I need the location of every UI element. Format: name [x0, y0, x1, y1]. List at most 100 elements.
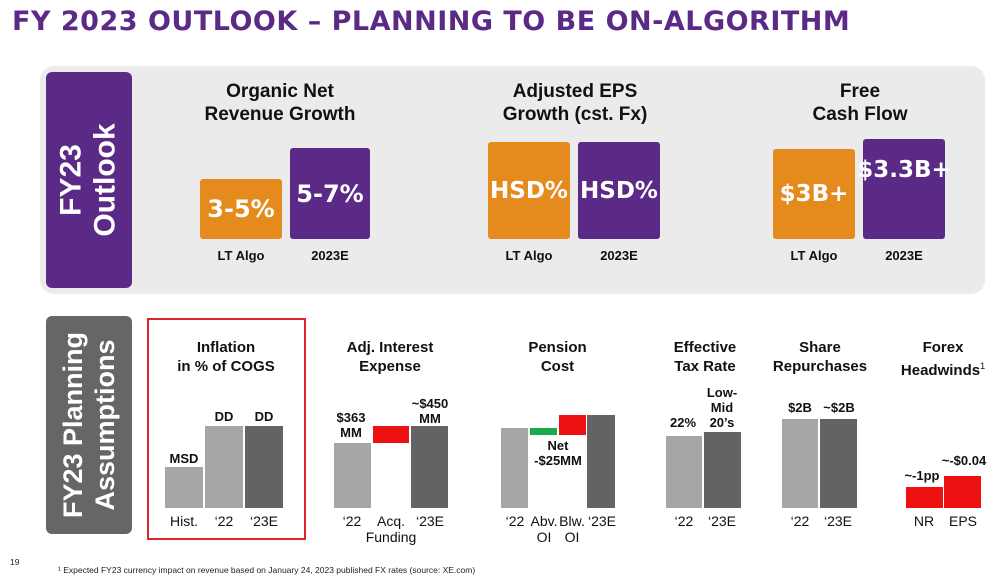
organic-revenue-lt-label: LT Algo — [217, 248, 265, 263]
metric-organic-revenue-header: Organic Net Revenue Growth — [180, 80, 380, 126]
tax-rate-x-23e: ‘23E — [707, 513, 737, 529]
pension-net-line1: Net — [547, 438, 569, 453]
forex-nr-bar — [906, 487, 943, 508]
interest-x-acq-line1: Acq. — [376, 513, 405, 529]
pension-x-abv-line2: OI — [536, 529, 552, 545]
tax-rate-header-line2: Tax Rate — [674, 358, 736, 375]
interest-header: Adj. Interest Expense — [325, 338, 455, 376]
interest-acq-funding-bar — [373, 426, 409, 443]
interest-23e-bar — [411, 426, 448, 508]
planning-side-label-line1: FY23 Planning — [58, 331, 89, 519]
tax-rate-23e-line3: 20’s — [709, 415, 735, 430]
metric-header-line1: Adjusted EPS — [512, 81, 638, 102]
interest-22-value-line1: $363 — [336, 410, 366, 425]
pension-22-bar — [501, 428, 528, 508]
inflation-header-line2: in % of COGS — [177, 358, 275, 375]
inflation-header-line1: Inflation — [196, 339, 256, 356]
pension-x-blw-oi: Blw. OI — [556, 513, 588, 545]
tax-rate-23e-value: Low- Mid 20’s — [701, 385, 743, 430]
inflation-x-23e: ‘23E — [249, 513, 279, 529]
tax-rate-header-line1: Effective — [673, 339, 737, 356]
inflation-22-bar — [205, 426, 243, 508]
pension-x-blw-line1: Blw. — [559, 513, 585, 529]
share-repurchases-23e-bar — [820, 419, 857, 508]
metric-header-line2: Cash Flow — [812, 104, 908, 125]
metric-header-line1: Organic Net — [226, 81, 334, 102]
adjusted-eps-lt-label: LT Algo — [505, 248, 553, 263]
forex-nr-value: ~-1pp — [904, 468, 940, 483]
inflation-23e-bar — [245, 426, 283, 508]
forex-header-line1: Forex — [922, 339, 964, 356]
forex-header: Forex Headwinds1 — [893, 338, 993, 380]
planning-side-label-line2: Assumptions — [90, 339, 121, 511]
pension-x-22: ‘22 — [505, 513, 525, 529]
outlook-side-label-line2: Outlook — [89, 123, 123, 237]
free-cash-flow-2023e-label: 2023E — [885, 248, 923, 263]
free-cash-flow-lt-label: LT Algo — [790, 248, 838, 263]
share-repurchases-header-line2: Repurchases — [772, 358, 868, 375]
inflation-hist-value: MSD — [169, 451, 199, 466]
inflation-x-22: ‘22 — [214, 513, 234, 529]
metric-header-line2: Revenue Growth — [204, 104, 356, 125]
pension-net-value: Net -$25MM — [526, 438, 590, 468]
footnote: ¹ Expected FY23 currency impact on reven… — [58, 565, 476, 575]
interest-23e-value-line2: MM — [419, 411, 441, 426]
interest-23e-value-line1: ~$450 — [411, 396, 449, 411]
outlook-side-tab: FY23 Outlook — [46, 72, 132, 288]
share-repurchases-x-22: ‘22 — [790, 513, 810, 529]
interest-23e-value: ~$450 MM — [405, 396, 455, 426]
share-repurchases-x-23e: ‘23E — [823, 513, 853, 529]
inflation-header: Inflation in % of COGS — [150, 338, 302, 376]
pension-x-abv-line1: Abv. — [530, 513, 558, 529]
adjusted-eps-2023e-box: HSD% — [578, 142, 660, 239]
tax-rate-23e-line1: Low- — [706, 385, 738, 400]
inflation-x-hist: Hist. — [170, 513, 198, 529]
forex-eps-bar — [944, 476, 981, 508]
interest-22-bar — [334, 443, 371, 508]
inflation-23e-value: DD — [254, 409, 274, 424]
pension-below-oi-bar — [559, 415, 586, 435]
inflation-highlight-box — [147, 318, 306, 540]
organic-revenue-2023e-box: 5-7% — [290, 148, 370, 239]
share-repurchases-22-value: $2B — [788, 400, 812, 415]
tax-rate-23e-line2: Mid — [710, 400, 734, 415]
free-cash-flow-2023e-box: $3.3B+ — [857, 139, 951, 239]
forex-footnote-marker: 1 — [980, 361, 986, 371]
share-repurchases-header: Share Repurchases — [768, 338, 872, 376]
planning-side-label: FY23 Planning Assumptions — [57, 332, 121, 518]
page-number: 19 — [10, 557, 20, 567]
forex-header-line2: Headwinds — [900, 362, 981, 379]
share-repurchases-22-bar — [782, 419, 818, 508]
organic-revenue-2023e-label: 2023E — [311, 248, 349, 263]
interest-x-23e: ‘23E — [415, 513, 445, 529]
interest-x-acq: Acq. Funding — [364, 513, 418, 545]
pension-above-oi-bar — [530, 428, 557, 435]
pension-x-23e: ‘23E — [587, 513, 617, 529]
share-repurchases-23e-value: ~$2B — [823, 400, 855, 415]
metric-free-cash-flow-header: Free Cash Flow — [760, 80, 960, 126]
forex-x-eps: EPS — [948, 513, 977, 529]
inflation-hist-bar — [165, 467, 203, 508]
tax-rate-22-bar — [666, 436, 702, 508]
forex-eps-value: ~-$0.04 — [941, 453, 987, 468]
pension-header-line1: Pension — [528, 339, 587, 356]
pension-header: Pension Cost — [500, 338, 615, 376]
outlook-side-label-line1: FY23 — [55, 144, 89, 216]
interest-x-22: ‘22 — [342, 513, 362, 529]
interest-header-line2: Expense — [359, 358, 421, 375]
page-title: FY 2023 OUTLOOK – PLANNING TO BE ON-ALGO… — [12, 6, 851, 37]
organic-revenue-lt-algo-box: 3-5% — [200, 179, 282, 239]
interest-22-value-line2: MM — [340, 425, 362, 440]
tax-rate-22-value: 22% — [669, 415, 697, 430]
adjusted-eps-lt-algo-box: HSD% — [488, 142, 570, 239]
pension-header-line2: Cost — [540, 358, 575, 375]
tax-rate-x-22: ‘22 — [674, 513, 694, 529]
interest-x-acq-line2: Funding — [365, 529, 417, 545]
planning-side-tab: FY23 Planning Assumptions — [46, 316, 132, 534]
free-cash-flow-lt-algo-box: $3B+ — [773, 149, 855, 239]
adjusted-eps-2023e-label: 2023E — [600, 248, 638, 263]
inflation-22-value: DD — [214, 409, 234, 424]
share-repurchases-header-line1: Share — [799, 339, 841, 356]
tax-rate-23e-bar — [704, 432, 741, 508]
pension-x-abv-oi: Abv. OI — [528, 513, 560, 545]
